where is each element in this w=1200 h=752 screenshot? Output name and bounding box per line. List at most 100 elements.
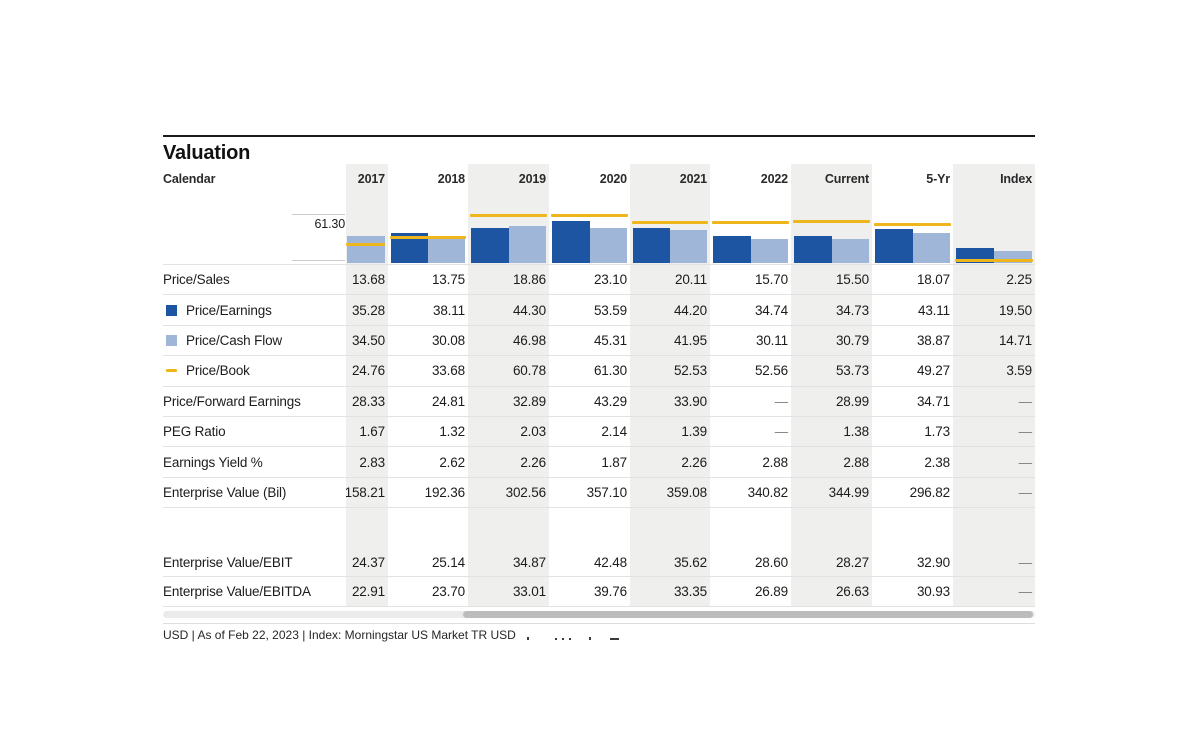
value-cell: 43.11 xyxy=(917,302,950,318)
horizontal-scrollbar-thumb[interactable] xyxy=(463,611,1033,619)
row-label-cell: Price/Cash Flow xyxy=(163,326,346,355)
valuation-table: Calendar 2017 2018 2019 2020 2021 2022 Current 5… xyxy=(163,164,1035,608)
table-row: Enterprise Value/EBITDA 22.91 23.70 33.01 39… xyxy=(163,577,1035,608)
row-label-cell: Price/Sales xyxy=(163,265,346,294)
chart-column xyxy=(346,194,388,264)
value-cell: 49.27 xyxy=(916,363,950,379)
row-label: Enterprise Value (Bil) xyxy=(163,484,287,500)
value-cell: 33.35 xyxy=(673,584,707,600)
value-cell: 30.11 xyxy=(755,332,788,348)
column-header: 2022 xyxy=(760,172,788,186)
value-cell: 32.90 xyxy=(916,554,950,570)
value-cell: 14.71 xyxy=(998,332,1032,348)
value-cell: — xyxy=(1018,554,1033,570)
value-cell: 2.62 xyxy=(439,454,465,470)
value-cell: 22.91 xyxy=(351,584,385,600)
axis-gridline-top xyxy=(292,214,345,215)
table-row: Price/Sales 13.68 13.75 18.86 23.10 20.11 15.7… xyxy=(163,265,1035,296)
value-cell: 23.10 xyxy=(593,272,627,288)
value-cell: 13.68 xyxy=(351,272,385,288)
row-label: Price/Forward Earnings xyxy=(163,393,301,409)
value-cell: 24.37 xyxy=(351,554,385,570)
price-cash-flow-bar xyxy=(912,233,950,263)
row-label-cell: Enterprise Value (Bil) xyxy=(163,478,346,507)
table-row: Earnings Yield % 2.83 2.62 2.26 1.87 2.26 2.88… xyxy=(163,447,1035,478)
chart-column xyxy=(549,194,630,264)
value-cell: 2.83 xyxy=(359,454,385,470)
row-label-cell: Enterprise Value/EBIT xyxy=(163,548,346,576)
price-cash-flow-bar xyxy=(589,228,627,263)
section-title: Valuation xyxy=(163,142,251,164)
value-cell: 2.03 xyxy=(520,424,546,440)
value-cell: 30.93 xyxy=(916,584,950,600)
value-cell: 158.21 xyxy=(346,484,385,500)
value-cell: 13.75 xyxy=(431,272,465,288)
chart-axis-cell: 61.30 xyxy=(163,194,346,264)
value-cell: 53.59 xyxy=(593,302,627,318)
table-row: Enterprise Value/EBIT 24.37 25.14 34.87 42.4… xyxy=(163,548,1035,578)
price-book-marker xyxy=(470,214,547,217)
value-cell: — xyxy=(1018,584,1033,600)
column-header: 2020 xyxy=(599,172,627,186)
column-header: 5-Yr xyxy=(926,172,950,186)
value-cell: 61.30 xyxy=(593,363,627,379)
value-cell: 1.32 xyxy=(439,424,465,440)
row-label-cell: Enterprise Value/EBITDA xyxy=(163,577,346,606)
value-cell: — xyxy=(1018,484,1033,500)
value-cell: — xyxy=(1018,393,1033,409)
row-label: Price/Book xyxy=(186,363,250,379)
value-cell: 34.50 xyxy=(351,332,385,348)
value-cell: 340.82 xyxy=(747,484,789,500)
value-cell: 39.76 xyxy=(593,584,627,600)
chart-column xyxy=(388,194,468,264)
value-cell: 28.60 xyxy=(754,554,788,570)
value-cell: 344.99 xyxy=(828,484,870,500)
chart-column xyxy=(710,194,791,264)
column-header: 2021 xyxy=(679,172,707,186)
row-label: PEG Ratio xyxy=(163,424,226,440)
mini-chart-row: 61.30 xyxy=(163,194,1035,265)
table-row: Price/Cash Flow 34.50 30.08 46.98 45.31 41.95… xyxy=(163,326,1035,357)
value-cell: 357.10 xyxy=(586,484,628,500)
value-cell: 359.08 xyxy=(666,484,708,500)
value-cell: 26.63 xyxy=(835,584,869,600)
value-cell: 25.14 xyxy=(431,554,465,570)
valuation-section: Valuation Calendar 2017 2018 2019 2020 2021 20… xyxy=(163,135,1035,642)
value-cell: 3.59 xyxy=(1006,363,1032,379)
value-cell: 34.74 xyxy=(754,302,788,318)
value-cell: 30.08 xyxy=(431,332,465,348)
column-header: 2019 xyxy=(518,172,546,186)
price-cash-flow-bar xyxy=(508,226,546,263)
value-cell: 34.73 xyxy=(835,302,869,318)
price-book-marker xyxy=(874,223,951,226)
axis-gridline-bottom xyxy=(292,260,345,261)
value-cell: 20.11 xyxy=(674,272,707,288)
pb-legend-icon xyxy=(166,369,177,373)
footer-divider xyxy=(163,623,1035,625)
value-cell: 2.26 xyxy=(520,454,546,470)
value-cell: 19.50 xyxy=(998,302,1032,318)
column-header: Index xyxy=(1000,172,1032,186)
axis-max-label: 61.30 xyxy=(314,217,345,231)
table-row: Price/Forward Earnings 28.33 24.81 32.89 43.… xyxy=(163,387,1035,417)
price-book-marker xyxy=(793,220,870,223)
price-earnings-bar xyxy=(552,221,590,263)
value-cell: 1.67 xyxy=(359,424,385,440)
table-row: Enterprise Value (Bil) 158.21 192.36 302.56… xyxy=(163,478,1035,509)
row-label-cell: Price/Earnings xyxy=(163,295,346,324)
row-label-cell: Price/Forward Earnings xyxy=(163,387,346,416)
value-cell: 2.14 xyxy=(601,424,627,440)
value-cell: 1.38 xyxy=(843,424,869,440)
value-cell: 46.98 xyxy=(512,332,546,348)
value-cell: 44.20 xyxy=(673,302,707,318)
horizontal-scrollbar-track[interactable] xyxy=(163,611,1035,619)
value-cell: 41.95 xyxy=(673,332,707,348)
value-cell: 302.56 xyxy=(505,484,547,500)
chart-column xyxy=(872,194,953,264)
value-cell: 38.11 xyxy=(432,302,465,318)
value-cell: 35.28 xyxy=(351,302,385,318)
price-cash-flow-bar xyxy=(831,239,869,263)
price-book-marker xyxy=(346,243,385,246)
value-cell: 15.50 xyxy=(835,272,869,288)
chart-column xyxy=(791,194,872,264)
